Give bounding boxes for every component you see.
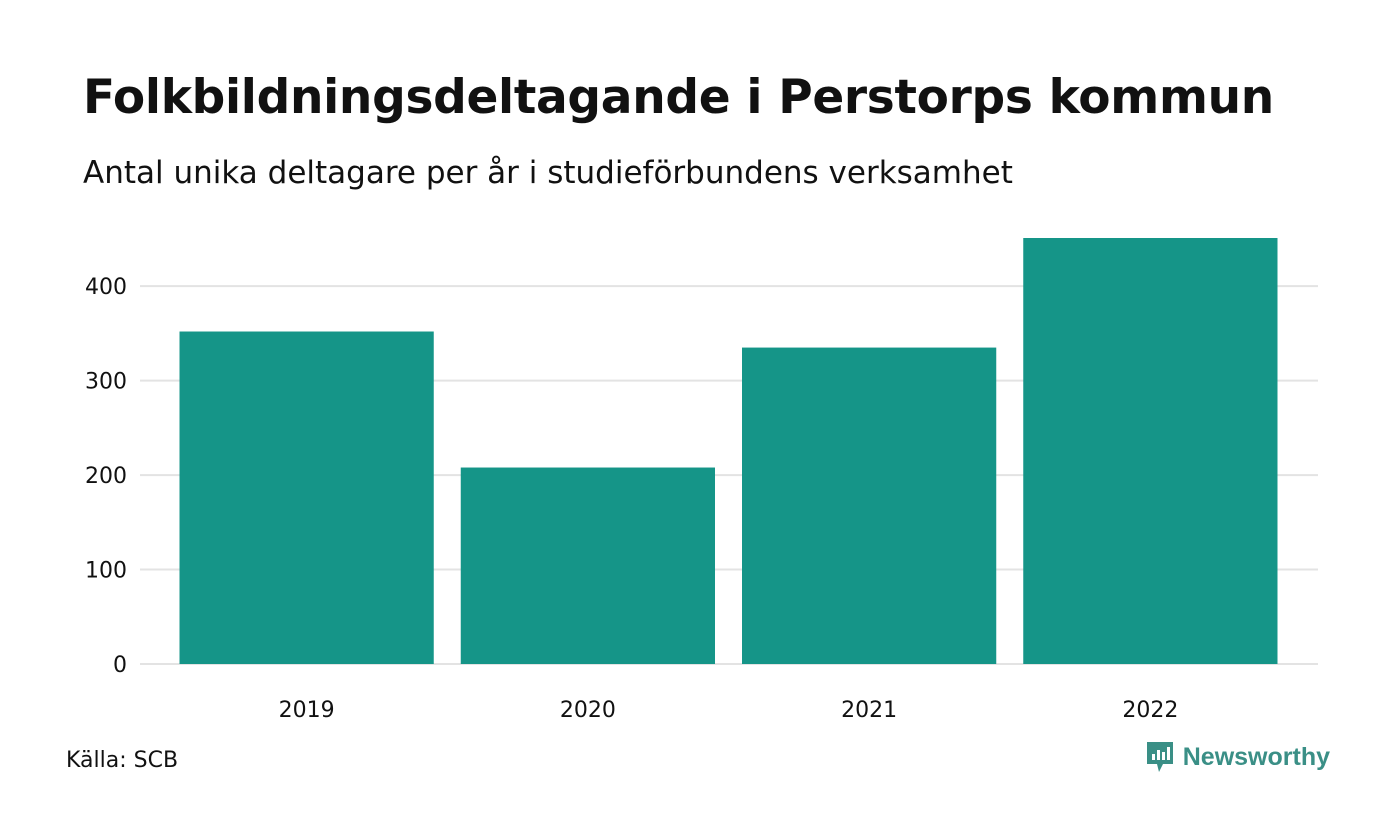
chart-subtitle: Antal unika deltagare per år i studieför… — [83, 155, 1013, 191]
x-tick-label: 2020 — [560, 698, 616, 723]
y-tick-label: 400 — [85, 275, 127, 300]
y-tick-label: 0 — [113, 653, 127, 678]
bar-2021 — [742, 347, 997, 664]
y-tick-label: 200 — [85, 464, 127, 489]
bar-2022 — [1023, 238, 1278, 664]
chart-title: Folkbildningsdeltagande i Perstorps komm… — [83, 70, 1274, 125]
bars — [179, 238, 1278, 664]
brand-logo[interactable]: Newsworthy — [1145, 740, 1330, 774]
bar-2019 — [179, 331, 434, 664]
y-tick-label: 100 — [85, 559, 127, 584]
y-axis-ticks: 0 100 200 300 400 — [85, 275, 127, 678]
x-tick-label: 2022 — [1122, 698, 1178, 723]
x-tick-label: 2019 — [279, 698, 335, 723]
x-axis-ticks: 2019 2020 2021 2022 — [279, 698, 1179, 723]
brand-name: Newsworthy — [1182, 742, 1330, 771]
newsworthy-logo-icon — [1146, 742, 1173, 772]
bar-2020 — [460, 467, 715, 664]
bar-chart: 0 100 200 300 400 2019 2020 2021 2022 — [85, 238, 1318, 723]
x-tick-label: 2021 — [841, 698, 897, 723]
y-tick-label: 300 — [85, 370, 127, 395]
source-note: Källa: SCB — [66, 748, 179, 773]
